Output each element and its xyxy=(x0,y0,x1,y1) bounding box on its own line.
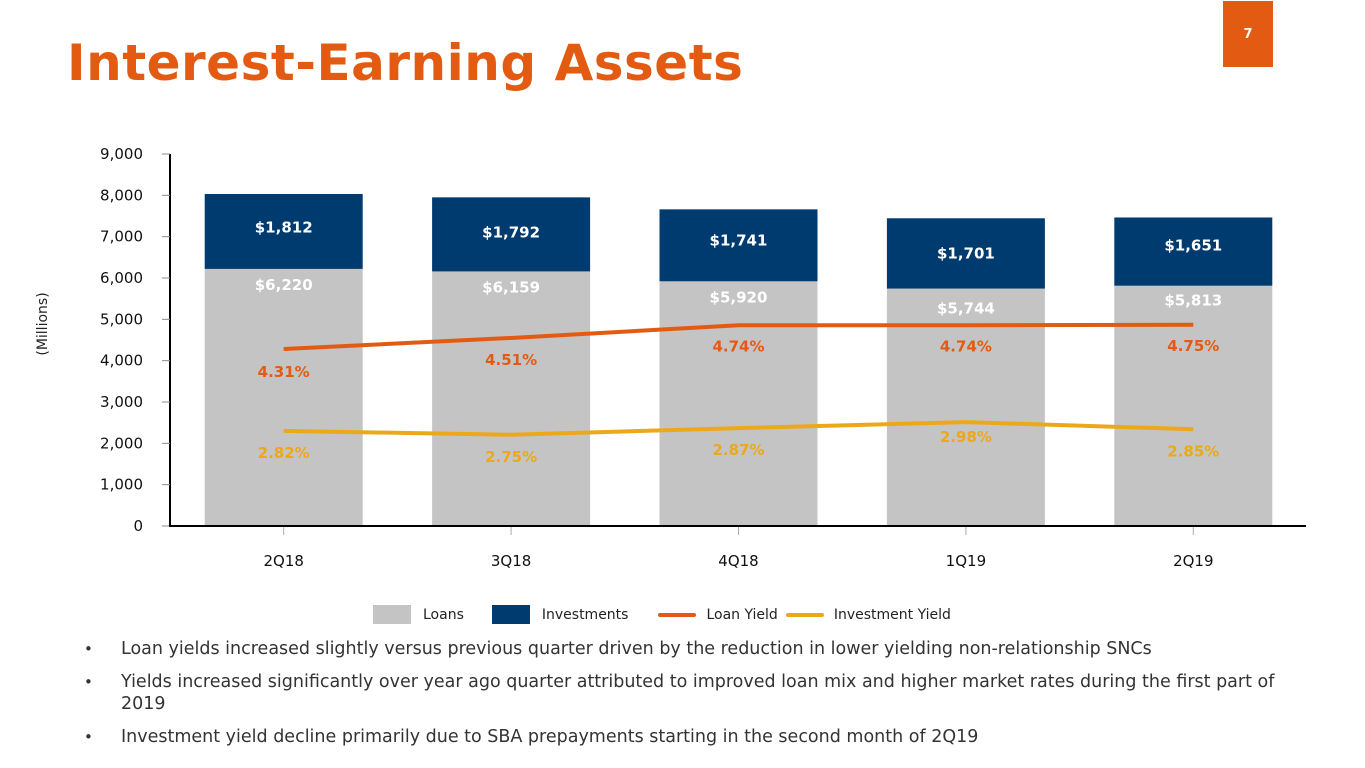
bar-investments xyxy=(659,209,818,282)
bullet-icon: • xyxy=(84,728,93,746)
data-label-investments: $1,651 xyxy=(1164,237,1222,255)
y-tick-label: 0 xyxy=(133,517,143,535)
data-label-loan-yield: 4.74% xyxy=(712,337,764,355)
y-tick-label: 2,000 xyxy=(100,434,143,452)
y-tick-label: 5,000 xyxy=(100,310,143,328)
x-axis: 2Q18 3Q18 4Q18 1Q19 2Q19 xyxy=(169,525,1306,570)
bullet-text: Yields increased significantly over year… xyxy=(121,672,1275,714)
data-label-loans: $5,920 xyxy=(710,288,768,306)
bar-loans xyxy=(204,268,363,526)
legend-swatch-loans xyxy=(373,605,411,624)
data-label-investments: $1,741 xyxy=(710,231,768,249)
bar-loans xyxy=(1114,285,1273,526)
x-tick-label: 4Q18 xyxy=(718,552,758,570)
data-label-loan-yield: 4.75% xyxy=(1167,337,1219,355)
x-tick-label: 1Q19 xyxy=(946,552,986,570)
bullet-icon: • xyxy=(84,673,93,691)
y-tick-label: 3,000 xyxy=(100,393,143,411)
legend-item-investment-yield: Investment Yield xyxy=(785,606,951,623)
chart: 0 1,000 2,000 3,000 4,000 5,000 6,000 7,000 8,00… xyxy=(35,145,1306,570)
bars xyxy=(204,194,1273,526)
bullet-icon: • xyxy=(84,640,93,658)
y-tick-label: 6,000 xyxy=(100,269,143,287)
y-axis-label: (Millions) xyxy=(35,292,51,355)
bullet-item: • Loan yields increased slightly versus … xyxy=(84,638,1324,660)
data-label-loans: $6,159 xyxy=(482,278,540,296)
data-label-investment-yield: 2.82% xyxy=(258,444,310,462)
bullet-text: Investment yield decline primarily due t… xyxy=(121,727,979,747)
data-label-loans: $6,220 xyxy=(255,276,313,294)
page-number: 7 xyxy=(1243,26,1253,42)
legend-swatch-investment-yield xyxy=(785,612,824,617)
bar-loans xyxy=(432,271,591,526)
bar-investments xyxy=(204,194,363,269)
legend-item-investments: Investments xyxy=(491,605,629,624)
y-tick-label: 7,000 xyxy=(100,228,143,246)
bullet-text: Loan yields increased slightly versus pr… xyxy=(121,639,1152,659)
y-axis: 0 1,000 2,000 3,000 4,000 5,000 6,000 7,000 8,00… xyxy=(100,145,171,535)
x-tick-label: 2Q18 xyxy=(263,552,303,570)
legend-label: Loan Yield xyxy=(706,606,778,623)
bar-loans xyxy=(659,281,818,526)
data-label-loan-yield: 4.74% xyxy=(940,337,992,355)
legend-swatch-investments xyxy=(491,605,530,624)
data-label-loan-yield: 4.31% xyxy=(258,363,310,381)
data-label-investments: $1,792 xyxy=(482,223,540,241)
legend-label: Investment Yield xyxy=(833,606,951,623)
data-label-investment-yield: 2.98% xyxy=(940,428,992,446)
y-tick-label: 4,000 xyxy=(100,352,143,370)
bullet-item: • Investment yield decline primarily due… xyxy=(84,726,1324,748)
x-tick-label: 2Q19 xyxy=(1173,552,1213,570)
legend-swatch-loan-yield xyxy=(658,612,697,617)
legend-item-loans: Loans xyxy=(373,605,464,624)
y-tick-label: 8,000 xyxy=(100,186,143,204)
data-label-investment-yield: 2.87% xyxy=(712,441,764,459)
legend-item-loan-yield: Loan Yield xyxy=(658,606,778,623)
data-label-investment-yield: 2.85% xyxy=(1167,442,1219,460)
data-label-investments: $1,701 xyxy=(937,244,995,262)
bar-investments xyxy=(886,218,1045,289)
bar-investments xyxy=(432,197,591,272)
loan-yield-line xyxy=(283,322,1194,351)
data-label-investments: $1,812 xyxy=(255,218,313,236)
data-labels: $1,812 $6,220 4.31% 2.82% $1,792 $6,159 4.51% 2… xyxy=(255,218,1222,465)
y-tick-label: 1,000 xyxy=(100,476,143,494)
legend-label: Loans xyxy=(423,606,464,623)
legend-label: Investments xyxy=(541,606,629,623)
bullet-item: • Yields increased significantly over ye… xyxy=(84,671,1324,715)
bar-investments xyxy=(1114,217,1273,286)
yield-lines xyxy=(283,322,1194,437)
slide-title: Interest-Earning Assets xyxy=(67,34,744,92)
y-tick-label: 9,000 xyxy=(100,145,143,163)
chart-legend: Loans Investments Loan Yield Investment … xyxy=(373,605,951,624)
data-label-investment-yield: 2.75% xyxy=(485,448,537,466)
x-tick-label: 3Q18 xyxy=(491,552,531,570)
data-label-loan-yield: 4.51% xyxy=(485,351,537,369)
bullet-list: • Loan yields increased slightly versus … xyxy=(84,638,1324,759)
investment-yield-line xyxy=(283,420,1194,437)
data-label-loans: $5,813 xyxy=(1164,292,1222,310)
data-label-loans: $5,744 xyxy=(937,300,995,318)
bar-loans xyxy=(886,288,1045,526)
page-number-badge: 7 xyxy=(1223,1,1273,67)
